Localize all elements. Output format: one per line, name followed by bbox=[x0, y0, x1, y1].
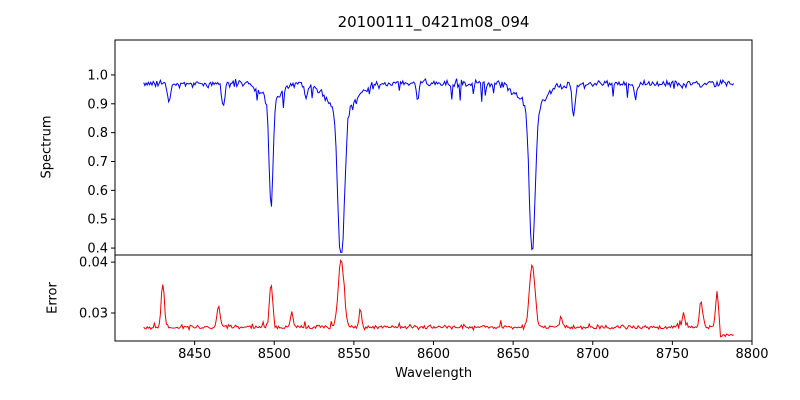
svg-text:0.03: 0.03 bbox=[79, 307, 108, 322]
svg-text:0.04: 0.04 bbox=[79, 256, 108, 271]
svg-text:8600: 8600 bbox=[417, 347, 450, 362]
chart-title: 20100111_0421m08_094 bbox=[337, 13, 530, 31]
svg-text:0.5: 0.5 bbox=[87, 213, 108, 228]
svg-text:8800: 8800 bbox=[735, 347, 768, 362]
svg-text:8750: 8750 bbox=[656, 347, 689, 362]
svg-text:8450: 8450 bbox=[178, 347, 211, 362]
svg-text:0.8: 0.8 bbox=[87, 126, 108, 141]
svg-text:0.6: 0.6 bbox=[87, 184, 108, 199]
svg-text:8550: 8550 bbox=[337, 347, 370, 362]
svg-text:1.0: 1.0 bbox=[87, 68, 108, 83]
x-axis-label: Wavelength bbox=[394, 366, 473, 381]
svg-text:0.4: 0.4 bbox=[87, 242, 108, 257]
svg-text:0.7: 0.7 bbox=[87, 155, 108, 170]
svg-text:8650: 8650 bbox=[497, 347, 530, 362]
svg-text:8700: 8700 bbox=[576, 347, 609, 362]
svg-text:0.9: 0.9 bbox=[87, 97, 108, 112]
svg-text:8500: 8500 bbox=[258, 347, 291, 362]
